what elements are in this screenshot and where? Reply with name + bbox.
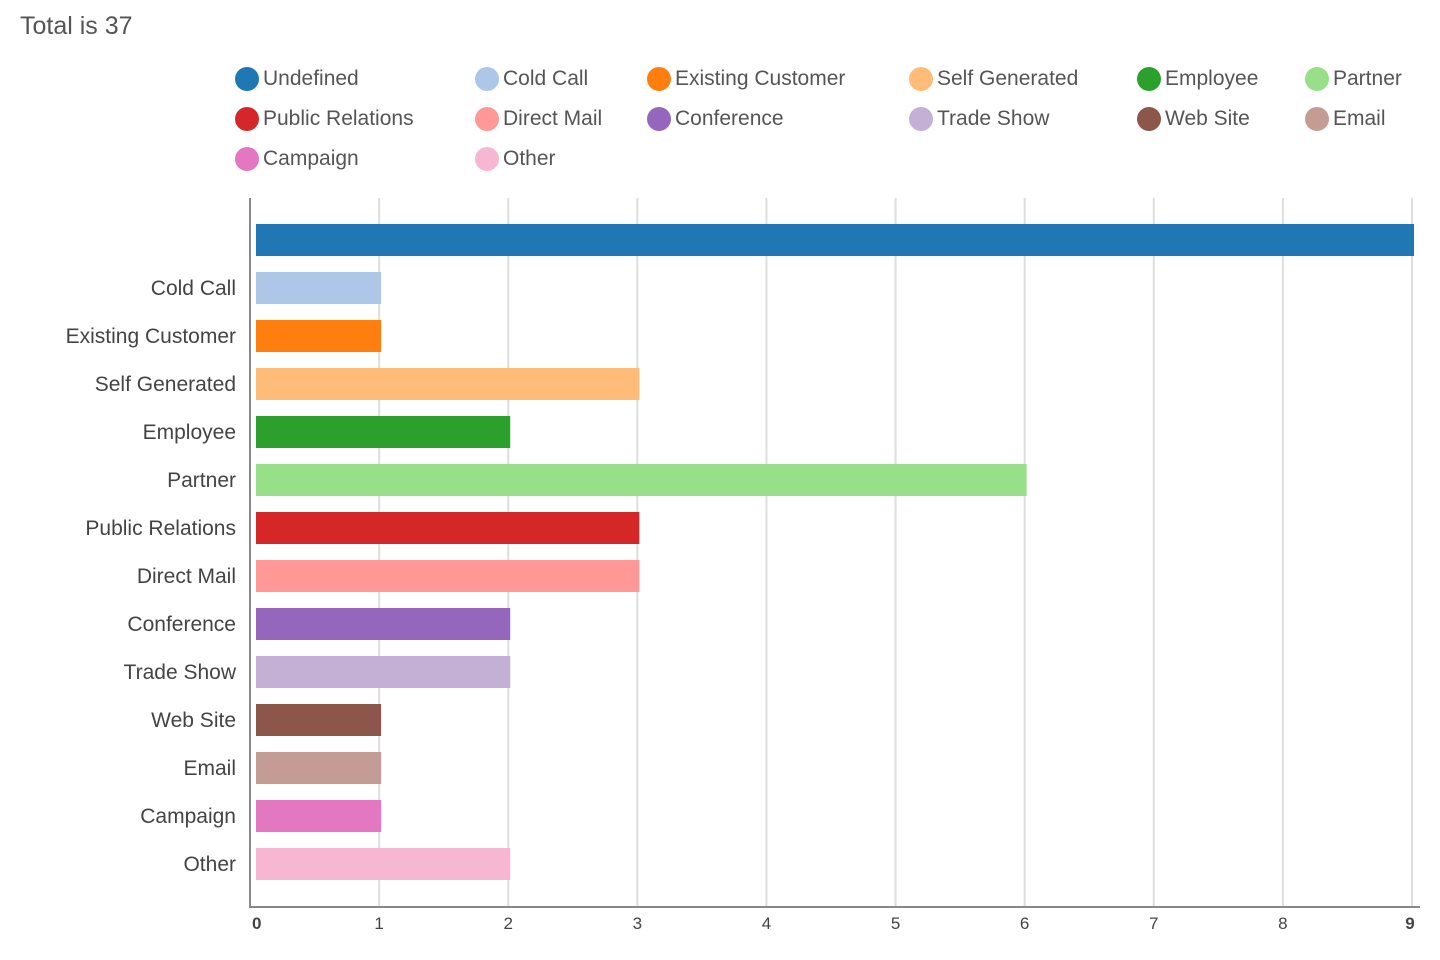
- legend-item[interactable]: Web Site: [1137, 105, 1250, 133]
- category-label: Employee: [143, 421, 236, 444]
- legend-item[interactable]: Direct Mail: [475, 105, 602, 133]
- x-tick-label: 0: [252, 914, 261, 933]
- legend-item[interactable]: Existing Customer: [647, 65, 845, 93]
- bar[interactable]: [256, 320, 382, 352]
- x-tick-label: 3: [633, 914, 642, 933]
- legend-label: Existing Customer: [675, 67, 846, 90]
- x-tick-label: 6: [1020, 914, 1029, 933]
- x-tick-label: 5: [891, 914, 900, 933]
- legend-label: Undefined: [263, 67, 359, 90]
- legend-label: Email: [1333, 107, 1386, 130]
- bar[interactable]: [256, 608, 511, 640]
- legend-swatch: [909, 67, 933, 91]
- legend-label: Partner: [1333, 67, 1402, 90]
- legend-item[interactable]: Conference: [647, 105, 784, 133]
- x-tick-label: 4: [762, 914, 771, 933]
- legend-label: Other: [503, 147, 556, 170]
- legend-swatch: [475, 147, 499, 171]
- category-label: Partner: [167, 469, 236, 492]
- legend-swatch: [235, 67, 259, 91]
- legend-label: Public Relations: [263, 107, 414, 130]
- bar[interactable]: [256, 464, 1027, 496]
- bar[interactable]: [256, 848, 511, 880]
- legend-swatch: [1137, 107, 1161, 131]
- legend-item[interactable]: Employee: [1137, 65, 1258, 93]
- legend-item[interactable]: Cold Call: [475, 65, 588, 93]
- category-label: Email: [183, 757, 236, 780]
- legend-label: Conference: [675, 107, 784, 130]
- bar[interactable]: [256, 512, 640, 544]
- category-label: Web Site: [151, 709, 236, 732]
- category-label: Self Generated: [95, 373, 236, 396]
- bar[interactable]: [256, 704, 382, 736]
- legend-swatch: [1305, 107, 1329, 131]
- legend-swatch: [475, 67, 499, 91]
- chart-legend: Undefined Cold Call Existing Customer Self …: [0, 0, 1440, 190]
- bar[interactable]: [256, 224, 1414, 256]
- x-tick-label: 9: [1405, 914, 1414, 933]
- legend-item[interactable]: Public Relations: [235, 105, 414, 133]
- legend-swatch: [909, 107, 933, 131]
- legend-item[interactable]: Other: [475, 145, 556, 173]
- bar[interactable]: [256, 752, 382, 784]
- legend-item[interactable]: Campaign: [235, 145, 359, 173]
- bar[interactable]: [256, 416, 511, 448]
- category-label: Other: [183, 853, 236, 876]
- legend-item[interactable]: Email: [1305, 105, 1386, 133]
- bar[interactable]: [256, 560, 640, 592]
- bar[interactable]: [256, 656, 511, 688]
- legend-swatch: [647, 67, 671, 91]
- legend-label: Employee: [1165, 67, 1259, 90]
- legend-label: Trade Show: [937, 107, 1050, 130]
- bar[interactable]: [256, 800, 382, 832]
- legend-item[interactable]: Self Generated: [909, 65, 1078, 93]
- bar[interactable]: [256, 272, 382, 304]
- legend-label: Self Generated: [937, 67, 1079, 90]
- legend-swatch: [647, 107, 671, 131]
- legend-swatch: [235, 147, 259, 171]
- category-label: Public Relations: [85, 517, 236, 540]
- legend-label: Web Site: [1165, 107, 1250, 130]
- category-label: Conference: [127, 613, 236, 636]
- x-tick-label: 2: [503, 914, 512, 933]
- bar[interactable]: [256, 368, 640, 400]
- x-tick-label: 1: [374, 914, 383, 933]
- legend-swatch: [235, 107, 259, 131]
- category-label: Direct Mail: [137, 565, 236, 588]
- legend-item[interactable]: Trade Show: [909, 105, 1049, 133]
- category-label: Existing Customer: [66, 325, 236, 348]
- legend-item[interactable]: Undefined: [235, 65, 359, 93]
- category-label: Campaign: [140, 805, 236, 828]
- chart-title: Total is 37: [20, 12, 133, 40]
- legend-swatch: [1137, 67, 1161, 91]
- x-tick-label: 8: [1278, 914, 1287, 933]
- legend-label: Cold Call: [503, 67, 589, 90]
- category-label: Trade Show: [124, 661, 237, 684]
- category-label: Cold Call: [151, 277, 236, 300]
- legend-label: Campaign: [263, 147, 359, 170]
- legend-label: Direct Mail: [503, 107, 603, 130]
- x-tick-label: 7: [1149, 914, 1158, 933]
- legend-swatch: [1305, 67, 1329, 91]
- legend-swatch: [475, 107, 499, 131]
- legend-item[interactable]: Partner: [1305, 65, 1402, 93]
